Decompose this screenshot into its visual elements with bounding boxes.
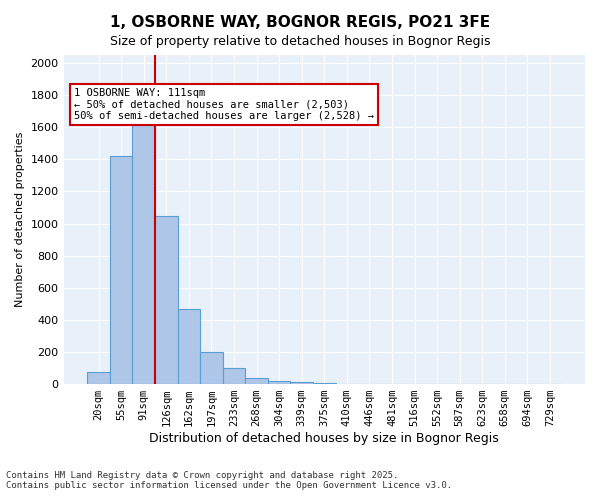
Bar — [223, 368, 245, 384]
Text: 1 OSBORNE WAY: 111sqm
← 50% of detached houses are smaller (2,503)
50% of semi-d: 1 OSBORNE WAY: 111sqm ← 50% of detached … — [74, 88, 374, 121]
Bar — [268, 381, 290, 384]
X-axis label: Distribution of detached houses by size in Bognor Regis: Distribution of detached houses by size … — [149, 432, 499, 445]
Bar — [200, 352, 223, 384]
Text: Size of property relative to detached houses in Bognor Regis: Size of property relative to detached ho… — [110, 35, 490, 48]
Bar — [178, 308, 200, 384]
Y-axis label: Number of detached properties: Number of detached properties — [15, 132, 25, 307]
Bar — [110, 156, 133, 384]
Bar — [133, 124, 155, 384]
Text: 1, OSBORNE WAY, BOGNOR REGIS, PO21 3FE: 1, OSBORNE WAY, BOGNOR REGIS, PO21 3FE — [110, 15, 490, 30]
Bar — [245, 378, 268, 384]
Bar — [87, 372, 110, 384]
Text: Contains HM Land Registry data © Crown copyright and database right 2025.
Contai: Contains HM Land Registry data © Crown c… — [6, 470, 452, 490]
Bar — [290, 382, 313, 384]
Bar — [155, 216, 178, 384]
